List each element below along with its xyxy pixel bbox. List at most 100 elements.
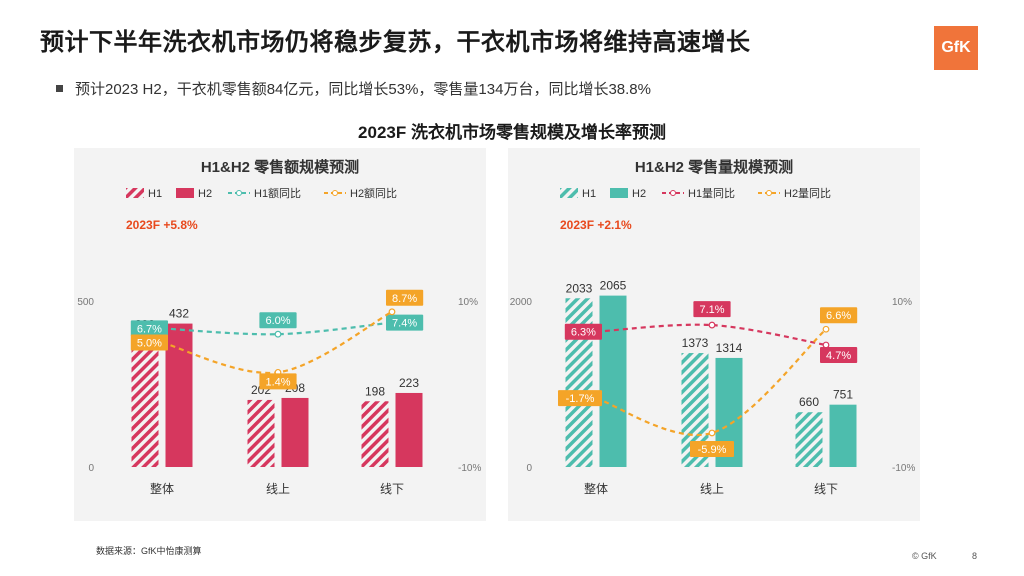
yoy-label-box (693, 301, 731, 318)
y-left-tick: 0 (88, 463, 94, 474)
yoy-label: 6.3% (571, 327, 596, 339)
yoy-label: 7.1% (699, 304, 724, 316)
legend-label-line1: H1量同比 (688, 187, 735, 200)
bar-label-h1: 198 (365, 384, 385, 398)
legend-label-line2: H2额同比 (350, 187, 397, 200)
summary-bullet: 预计2023 H2，干衣机零售额84亿元，同比增长53%，零售量134万台，同比… (56, 78, 651, 99)
bar-h2 (599, 295, 627, 467)
section-title: 2023F 洗衣机市场零售规模及增长率预测 (358, 123, 666, 142)
sales-chart-panel: H1&H2 零售额规模预测 H1 H2 H1额同比 H2额同比 2023F +5.8% 0 5… (74, 148, 486, 521)
bullet-square-icon (56, 84, 63, 92)
bar-h1 (361, 401, 389, 467)
bar-h2 (395, 392, 423, 467)
yoy-label-box (564, 323, 602, 340)
legend-marker-line1 (236, 190, 242, 196)
x-tick-label: 整体 (150, 481, 174, 496)
chart-title: H1&H2 零售量规模预测 (635, 158, 793, 176)
yoy-line-2 (595, 328, 827, 436)
legend-swatch-h2 (610, 188, 628, 198)
yoy-label-box (259, 373, 297, 390)
yoy-label: 8.7% (392, 293, 417, 305)
yoy-label: 6.7% (137, 323, 162, 335)
yoy-line-1 (161, 321, 393, 336)
bar-label-h2: 432 (169, 307, 189, 321)
legend-label-h1: H1 (582, 188, 596, 200)
legend-label-h2: H2 (198, 188, 212, 200)
summary-text: 预计2023 H2，干衣机零售额84亿元，同比增长53%，零售量134万台，同比… (75, 81, 651, 98)
y-right-tick: 10% (892, 297, 912, 308)
yoy-marker (708, 321, 716, 329)
bar-h1 (795, 412, 823, 467)
legend-swatch-h2 (176, 188, 194, 198)
yoy-label-box (386, 289, 424, 306)
x-tick-label: 线上 (266, 482, 290, 496)
legend-marker-line1 (670, 190, 676, 196)
chart-title: H1&H2 零售额规模预测 (201, 158, 359, 176)
legend-label-h2: H2 (632, 188, 646, 200)
y-left-tick: 500 (77, 297, 94, 308)
y-left-tick: 2000 (510, 297, 533, 308)
yoy-marker (822, 325, 830, 333)
yoy-label-box (558, 390, 602, 407)
legend-swatch-h1 (560, 188, 578, 198)
legend-label-line1: H1额同比 (254, 187, 301, 200)
copyright: © GfK (912, 551, 937, 561)
bar-h2 (281, 397, 309, 467)
x-tick-label: 线下 (380, 482, 404, 496)
yoy-label: -5.9% (698, 444, 727, 456)
yoy-line-1 (595, 323, 827, 347)
data-source: 数据来源：GfK中怡康测算 (96, 546, 202, 556)
yoy-marker (708, 429, 716, 437)
legend: H1 H2 H1量同比 H2量同比 (560, 187, 831, 200)
yoy-label-box (130, 320, 168, 337)
legend-label-line2: H2量同比 (784, 187, 831, 200)
yoy-marker (822, 341, 830, 349)
page-number: 8 (972, 551, 978, 561)
bar-label-h2: 1314 (716, 341, 743, 355)
legend: H1 H2 H1额同比 H2额同比 (126, 187, 397, 200)
yoy-label: 1.4% (265, 376, 290, 388)
yoy-label: -1.7% (566, 393, 595, 405)
yoy-marker (274, 330, 282, 338)
yoy-label: 4.7% (826, 350, 851, 362)
yoy-label: 6.6% (826, 310, 851, 322)
yoy-label: 7.4% (392, 318, 417, 330)
y-right-tick: 10% (458, 297, 478, 308)
bar-h2 (829, 404, 857, 467)
x-tick-label: 线上 (700, 482, 724, 496)
legend-marker-line2 (332, 190, 338, 196)
yoy-label: 5.0% (137, 338, 162, 350)
bar-label-h2: 751 (833, 388, 853, 402)
volume-chart-panel: H1&H2 零售量规模预测 H1 H2 H1量同比 H2量同比 2023F +2.1% 0 2… (508, 148, 920, 521)
yoy-label-box (130, 334, 168, 351)
x-tick-label: 整体 (584, 481, 608, 496)
gfk-logo: GfK (934, 26, 978, 70)
legend-label-h1: H1 (148, 188, 162, 200)
yoy-label-box (259, 312, 297, 329)
yoy-label-box (820, 307, 858, 324)
bar-label-h1: 1373 (682, 336, 709, 350)
yoy-label-box (690, 440, 734, 457)
bar-h1 (565, 298, 593, 467)
yoy-label: 6.0% (265, 315, 290, 327)
bar-h1 (131, 334, 159, 467)
bar-label-h2: 223 (399, 376, 419, 390)
volume-chart: H1&H2 零售量规模预测 H1 H2 H1量同比 H2量同比 2023F +2.1% 0 2… (510, 158, 916, 496)
yoy-label-box (820, 346, 858, 363)
y-right-tick: -10% (892, 463, 915, 474)
legend-swatch-h1 (126, 188, 144, 198)
growth-annotation: 2023F +5.8% (126, 218, 198, 232)
yoy-marker (388, 308, 396, 316)
x-tick-label: 线下 (814, 482, 838, 496)
bar-label-h1: 2033 (566, 281, 593, 295)
yoy-label-box (386, 314, 424, 331)
legend-marker-line2 (766, 190, 772, 196)
sales-chart: H1&H2 零售额规模预测 H1 H2 H1额同比 H2额同比 2023F +5.8% 0 5… (77, 158, 481, 496)
page-title: 预计下半年洗衣机市场仍将稳步复苏，干衣机市场将维持高速增长 (40, 29, 751, 56)
y-left-tick: 0 (526, 463, 532, 474)
bar-label-h2: 2065 (600, 279, 627, 293)
bar-label-h1: 660 (799, 395, 819, 409)
bar-h1 (247, 399, 275, 467)
growth-annotation: 2023F +2.1% (560, 218, 632, 232)
bar-h2 (165, 323, 193, 467)
